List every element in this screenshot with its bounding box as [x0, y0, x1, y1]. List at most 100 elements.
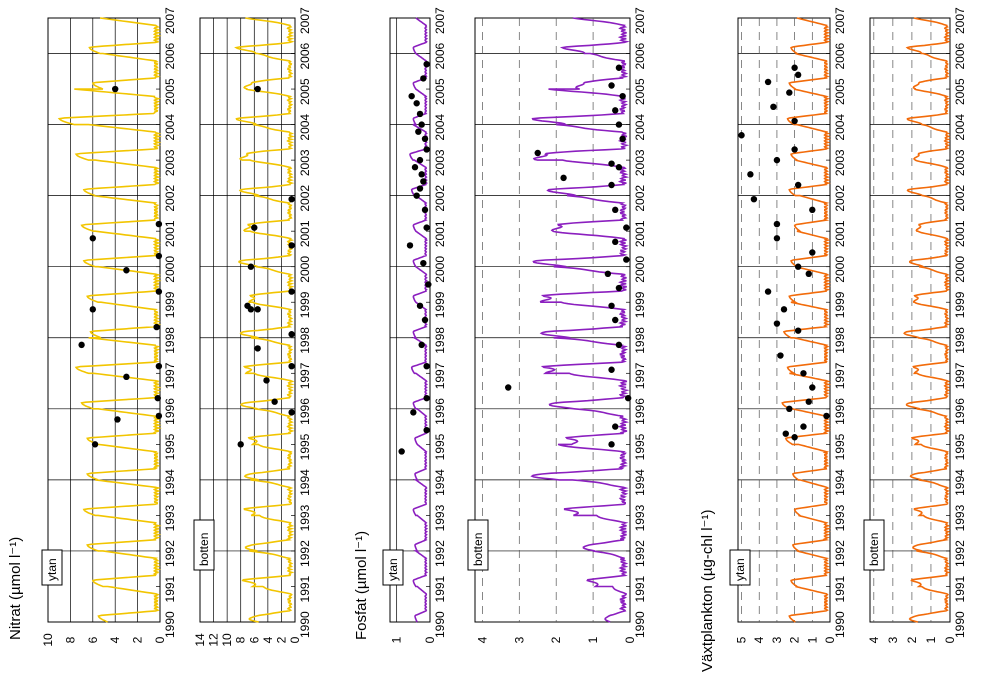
- year-tick-label: 2006: [163, 43, 177, 70]
- value-tick-label: 14: [193, 633, 207, 647]
- observation-point: [420, 259, 427, 267]
- year-tick-label: 1993: [833, 504, 847, 531]
- year-tick-label: 1999: [298, 291, 312, 318]
- year-tick-label: 1994: [833, 469, 847, 496]
- observation-point: [780, 306, 788, 313]
- value-tick-label: 0: [423, 636, 437, 643]
- panel-label-box: [467, 519, 489, 571]
- value-tick-label: 12: [207, 633, 221, 647]
- panel-label: botten: [471, 533, 485, 566]
- year-tick-label: 1993: [633, 504, 647, 531]
- year-tick-label: 1990: [953, 611, 967, 638]
- model-series-line: [781, 17, 832, 623]
- year-tick-label: 2000: [953, 256, 967, 283]
- year-tick-label: 1992: [298, 540, 312, 567]
- year-tick-label: 2003: [298, 149, 312, 176]
- year-tick-label: 2005: [833, 78, 847, 105]
- observation-point: [794, 263, 802, 270]
- year-tick-label: 2002: [953, 185, 967, 212]
- panel-nitrat-botten: 1990 1991 1992 1993 1994 1995 1996 1997 1998 1999…: [193, 7, 312, 647]
- value-tick-label: 1: [586, 636, 600, 643]
- observation-point: [773, 156, 781, 164]
- value-tick-label: 3: [770, 636, 784, 643]
- observation-point: [423, 146, 430, 153]
- observation-point: [155, 412, 163, 420]
- observation-point: [237, 441, 244, 448]
- year-tick-label: 1998: [953, 327, 967, 354]
- year-tick-label: 1999: [633, 291, 647, 318]
- year-tick-label: 2007: [433, 7, 447, 34]
- value-tick-label: 1: [390, 636, 404, 643]
- observation-point: [615, 341, 623, 349]
- panel-fosfat-ytan: 1990 1991 1992 1993 1994 1995 1996 1997 1998 1999…: [353, 7, 447, 643]
- observation-point: [619, 135, 626, 142]
- year-tick-label: 1996: [163, 398, 177, 425]
- observation-point: [608, 366, 615, 373]
- observation-point: [288, 331, 295, 338]
- year-tick-label: 1997: [298, 362, 312, 389]
- value-tick-label: 6: [247, 636, 261, 643]
- year-tick-label: 1991: [433, 575, 447, 602]
- year-tick-label: 2000: [298, 256, 312, 283]
- year-tick-label: 2000: [433, 256, 447, 283]
- value-tick-label: 4: [108, 636, 122, 643]
- year-tick-label: 1990: [833, 611, 847, 638]
- panel-label: ytan: [386, 558, 400, 581]
- observation-point: [615, 64, 623, 71]
- year-tick-label: 2003: [953, 149, 967, 176]
- year-tick-label: 1998: [633, 327, 647, 354]
- year-tick-label: 1999: [163, 291, 177, 318]
- panel-label-box: [382, 549, 404, 586]
- model-series-line: [57, 17, 162, 623]
- value-tick-label: 10: [41, 633, 55, 647]
- year-tick-label: 1991: [633, 575, 647, 602]
- observation-point: [416, 185, 424, 192]
- observation-point: [406, 242, 414, 249]
- value-tick-label: 6: [86, 636, 100, 643]
- observation-point: [612, 316, 619, 324]
- year-tick-label: 1995: [633, 433, 647, 460]
- year-tick-label: 2006: [953, 43, 967, 70]
- observation-point: [791, 146, 798, 153]
- year-tick-label: 1994: [163, 469, 177, 496]
- value-tick-label: 2: [131, 636, 145, 643]
- year-tick-label: 2001: [833, 220, 847, 247]
- observation-point: [413, 192, 420, 199]
- observation-point: [809, 249, 816, 256]
- year-tick-label: 2005: [633, 78, 647, 105]
- year-tick-label: 1990: [633, 611, 647, 638]
- observation-point: [413, 100, 420, 107]
- value-tick-label: 2: [274, 636, 288, 643]
- year-tick-label: 1998: [433, 327, 447, 354]
- observation-point: [418, 121, 425, 128]
- year-tick-label: 2006: [833, 43, 847, 70]
- value-tick-label: 4: [752, 636, 766, 643]
- observation-point: [421, 206, 429, 214]
- observation-point: [254, 306, 261, 313]
- observation-point: [608, 181, 615, 189]
- year-tick-label: 1997: [633, 362, 647, 389]
- year-tick-label: 1994: [953, 469, 967, 496]
- panel-label: ytan: [45, 558, 59, 581]
- observation-point: [123, 373, 130, 381]
- observation-point: [421, 135, 429, 142]
- value-tick-label: 2: [788, 636, 802, 643]
- observation-point: [794, 327, 802, 334]
- year-tick-label: 2004: [433, 114, 447, 141]
- observation-point: [423, 394, 430, 402]
- panel-vaxtplankton-botten: 1990 1991 1992 1993 1994 1995 1996 1997 1998 1999…: [863, 7, 967, 643]
- year-tick-label: 2005: [298, 78, 312, 105]
- observation-point: [534, 149, 541, 157]
- observation-point: [619, 92, 626, 100]
- panel-label-box: [863, 519, 885, 571]
- year-tick-label: 2002: [298, 185, 312, 212]
- observation-point: [794, 181, 802, 189]
- observation-point: [791, 117, 798, 125]
- year-tick-label: 2005: [163, 78, 177, 105]
- observation-point: [791, 64, 798, 71]
- value-tick-label: 0: [823, 636, 837, 643]
- observation-point: [398, 448, 405, 455]
- observation-point: [809, 384, 816, 391]
- year-tick-label: 1997: [433, 362, 447, 389]
